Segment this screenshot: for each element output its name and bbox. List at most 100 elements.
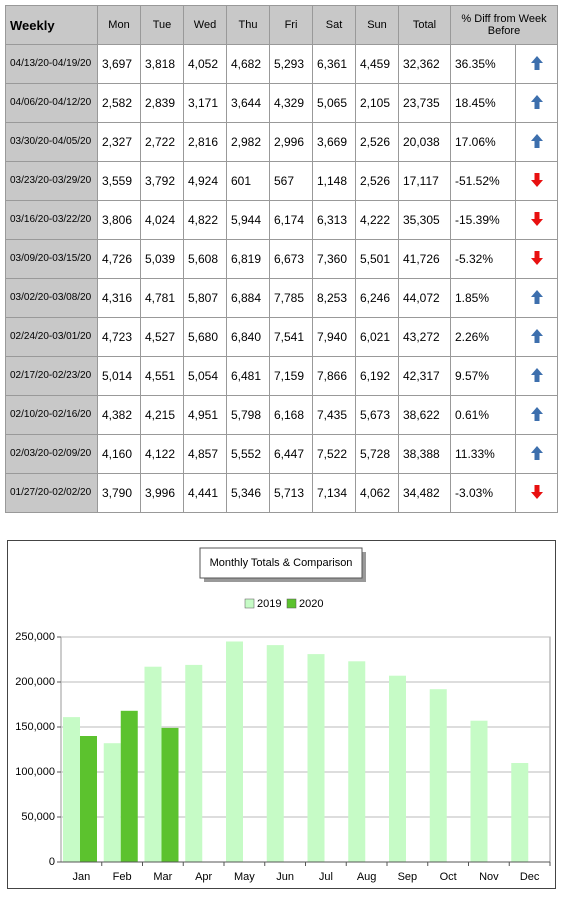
value-cell: 5,807 — [183, 278, 227, 318]
bar — [161, 727, 179, 862]
value-cell: 5,293 — [269, 44, 313, 84]
value-cell: 4,924 — [183, 161, 227, 201]
value-cell: 4,527 — [140, 317, 184, 357]
arrow-cell — [514, 200, 559, 240]
arrow-up — [530, 94, 543, 109]
value-cell: 2,839 — [140, 83, 184, 123]
header-cell: Fri — [269, 5, 313, 45]
y-tick-label: 100,000 — [15, 766, 55, 778]
value-cell: 4,951 — [183, 395, 227, 435]
arrow-shape — [530, 445, 543, 460]
value-cell: 4,723 — [97, 317, 141, 357]
value-cell: 2.26% — [450, 317, 516, 357]
value-cell: 567 — [269, 161, 313, 201]
arrow-shape — [530, 172, 543, 187]
table-row: 03/09/20-03/15/20 4,726 5,039 5,608 6,819 6,6… — [5, 239, 559, 279]
value-cell: 6,481 — [226, 356, 270, 396]
value-cell: 43,272 — [398, 317, 451, 357]
arrow-shape — [530, 133, 543, 148]
value-cell: 6,819 — [226, 239, 270, 279]
arrow-cell — [514, 278, 559, 318]
week-cell: 03/16/20-03/22/20 — [5, 200, 98, 240]
y-tick-label: 200,000 — [15, 676, 55, 688]
bar — [389, 675, 406, 862]
x-tick-label: Oct — [440, 871, 457, 883]
value-cell: 5,798 — [226, 395, 270, 435]
value-cell: -51.52% — [450, 161, 516, 201]
header-cell: Wed — [183, 5, 227, 45]
value-cell: 7,541 — [269, 317, 313, 357]
value-cell: 6,168 — [269, 395, 313, 435]
header-cell: Mon — [97, 5, 141, 45]
week-cell: 02/10/20-02/16/20 — [5, 395, 98, 435]
legend-swatch — [244, 598, 255, 609]
arrow-cell — [514, 395, 559, 435]
value-cell: 2,816 — [183, 122, 227, 162]
header-cell: Sun — [355, 5, 399, 45]
value-cell: 20,038 — [398, 122, 451, 162]
chart: Monthly Totals & Comparison 2019 2020 0 50,0… — [15, 547, 551, 883]
arrow-shape — [530, 94, 543, 109]
value-cell: 6,884 — [226, 278, 270, 318]
x-tick-label: Jul — [319, 871, 333, 883]
value-cell: 35,305 — [398, 200, 451, 240]
week-cell: 04/06/20-04/12/20 — [5, 83, 98, 123]
value-cell: 7,435 — [312, 395, 356, 435]
value-cell: 5,728 — [355, 434, 399, 474]
x-tick-label: Feb — [113, 871, 132, 883]
table-row: 02/17/20-02/23/20 5,014 4,551 5,054 6,481 7,1… — [5, 356, 559, 396]
weekly-table: Weekly Mon Tue Wed Thu Fri Sat Sun Total% Diff f… — [5, 5, 559, 513]
bar — [429, 689, 447, 862]
bar — [511, 763, 529, 862]
header-cell: Tue — [140, 5, 184, 45]
value-cell: 38,622 — [398, 395, 451, 435]
arrow-down — [530, 211, 543, 226]
table-row: 03/16/20-03/22/20 3,806 4,024 4,822 5,944 6,1… — [5, 200, 559, 240]
value-cell: 5,054 — [183, 356, 227, 396]
arrow-cell — [514, 122, 559, 162]
value-cell: 4,062 — [355, 473, 399, 513]
header-cell: Thu — [226, 5, 270, 45]
value-cell: 4,459 — [355, 44, 399, 84]
value-cell: 2,526 — [355, 161, 399, 201]
value-cell: 7,785 — [269, 278, 313, 318]
value-cell: 3,559 — [97, 161, 141, 201]
arrow-shape — [530, 406, 543, 421]
value-cell: 6,840 — [226, 317, 270, 357]
value-cell: 7,866 — [312, 356, 356, 396]
bar — [307, 654, 325, 862]
value-cell: 3,792 — [140, 161, 184, 201]
arrow-cell — [514, 356, 559, 396]
value-cell: -15.39% — [450, 200, 516, 240]
value-cell: 6,447 — [269, 434, 313, 474]
y-tick-label: 150,000 — [15, 721, 55, 733]
x-tick-label: Aug — [357, 871, 377, 883]
value-cell: 38,388 — [398, 434, 451, 474]
table-row: 01/27/20-02/02/20 3,790 3,996 4,441 5,346 5,7… — [5, 473, 559, 513]
value-cell: 42,317 — [398, 356, 451, 396]
arrow-shape — [530, 250, 543, 265]
value-cell: 5,944 — [226, 200, 270, 240]
arrow-cell — [514, 161, 559, 201]
value-cell: 11.33% — [450, 434, 516, 474]
value-cell: 4,682 — [226, 44, 270, 84]
week-cell: 04/13/20-04/19/20 — [5, 44, 98, 84]
arrow-up — [530, 289, 543, 304]
arrow-cell — [514, 434, 559, 474]
value-cell: 0.61% — [450, 395, 516, 435]
value-cell: 34,482 — [398, 473, 451, 513]
value-cell: 4,122 — [140, 434, 184, 474]
value-cell: 4,329 — [269, 83, 313, 123]
arrow-up — [530, 328, 543, 343]
table-row: 02/24/20-03/01/20 4,723 4,527 5,680 6,840 7,5… — [5, 317, 559, 357]
header-cell: Total — [398, 5, 451, 45]
value-cell: 1.85% — [450, 278, 516, 318]
value-cell: 3,806 — [97, 200, 141, 240]
value-cell: 4,052 — [183, 44, 227, 84]
legend-label: 2019 — [257, 598, 281, 610]
arrow-cell — [514, 473, 559, 513]
bar — [80, 736, 97, 862]
value-cell: 5,014 — [97, 356, 141, 396]
y-tick-label: 250,000 — [15, 631, 55, 643]
bar — [103, 743, 121, 862]
